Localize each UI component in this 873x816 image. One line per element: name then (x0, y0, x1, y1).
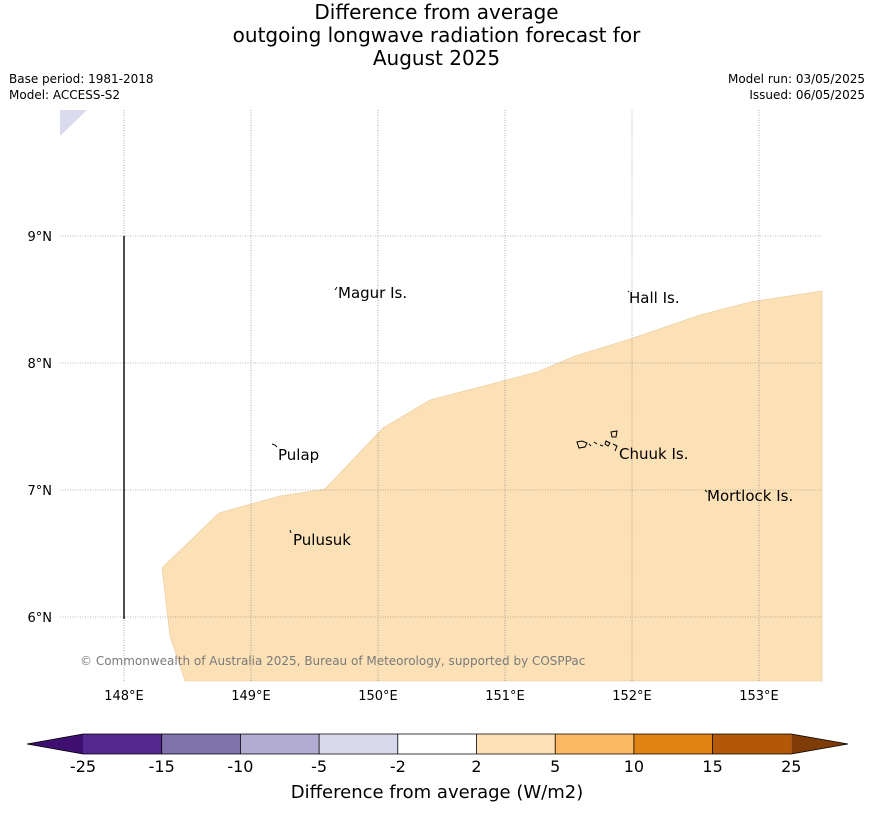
colorbar-tick-8: 10 (624, 757, 644, 776)
colorbar-tick-6: 2 (471, 757, 481, 776)
lon-label-149e: 149°E (231, 689, 271, 704)
lon-label-151e: 151°E (485, 689, 525, 704)
colorbar-extend-high (791, 734, 848, 754)
colorbar-bin-2 (161, 734, 241, 754)
colorbar-tick-4: -5 (311, 757, 327, 776)
meta-right: Model run: 03/05/2025 Issued: 06/05/2025 (728, 71, 865, 103)
colorbar-tick-3: -10 (227, 757, 253, 776)
chart-title: Difference from average outgoing longwav… (0, 1, 873, 70)
meta-left: Base period: 1981-2018 Model: ACCESS-S2 (9, 71, 154, 103)
colorbar-tick-10: 25 (781, 757, 801, 776)
lat-label-7n: 7°N (28, 484, 53, 499)
island-mortlock (704, 489, 708, 493)
model-run: Model run: 03/05/2025 (727, 72, 865, 86)
island-chuuk (576, 430, 618, 452)
region-negative-anomaly (60, 110, 87, 136)
island-pulusuk (289, 529, 292, 534)
colorbar-bin-4 (319, 734, 398, 754)
colorbar-bin-6 (476, 734, 556, 754)
island-outlines (271, 286, 708, 534)
base-period: Base period: 1981-2018 (9, 72, 154, 86)
lon-label-152e: 152°E (612, 689, 652, 704)
place-hall: Hall Is. (629, 289, 680, 307)
place-magur: Magur Is. (338, 284, 407, 302)
region-positive-anomaly (161, 290, 823, 682)
colorbar-tick-1: -25 (70, 757, 96, 776)
lat-label-9n: 9°N (28, 230, 53, 245)
colorbar-bin-8 (633, 734, 713, 754)
place-mortlock: Mortlock Is. (707, 487, 793, 505)
lat-label-8n: 8°N (28, 357, 53, 372)
model-name: Model: ACCESS-S2 (9, 88, 121, 102)
place-pulusuk: Pulusuk (293, 531, 351, 549)
lon-label-153e: 153°E (739, 689, 779, 704)
colorbar-outline (26, 733, 849, 755)
issued-date: Issued: 06/05/2025 (749, 88, 865, 102)
place-chuuk: Chuuk Is. (619, 445, 688, 463)
colorbar-tick-7: 5 (550, 757, 560, 776)
title-line-1: Difference from average (314, 0, 559, 24)
title-line-2: outgoing longwave radiation forecast for (232, 23, 641, 47)
title-line-3: August 2025 (372, 46, 501, 70)
colorbar-label: Difference from average (W/m2) (291, 782, 583, 803)
colorbar-tick-2: -15 (149, 757, 175, 776)
lon-label-148e: 148°E (104, 689, 144, 704)
colorbar-tick-9: 15 (702, 757, 722, 776)
colorbar-bin-3 (240, 734, 320, 754)
colorbar-bin-1 (83, 734, 162, 754)
colorbar-extend-low (27, 734, 83, 754)
copyright-text: © Commonwealth of Australia 2025, Bureau… (80, 654, 585, 668)
lat-label-6n: 6°N (28, 611, 53, 626)
island-magur (334, 286, 338, 291)
lon-label-150e: 150°E (358, 689, 398, 704)
colorbar: -25 -15 -10 -5 -2 2 5 10 15 25 Differenc… (26, 733, 849, 803)
colorbar-bin-9 (712, 734, 792, 754)
colorbar-bin-7 (555, 734, 634, 754)
island-pulap (271, 443, 278, 448)
island-hall (627, 290, 630, 293)
colorbar-tick-5: -2 (390, 757, 406, 776)
colorbar-bin-5 (397, 734, 477, 754)
place-pulap: Pulap (278, 446, 319, 464)
